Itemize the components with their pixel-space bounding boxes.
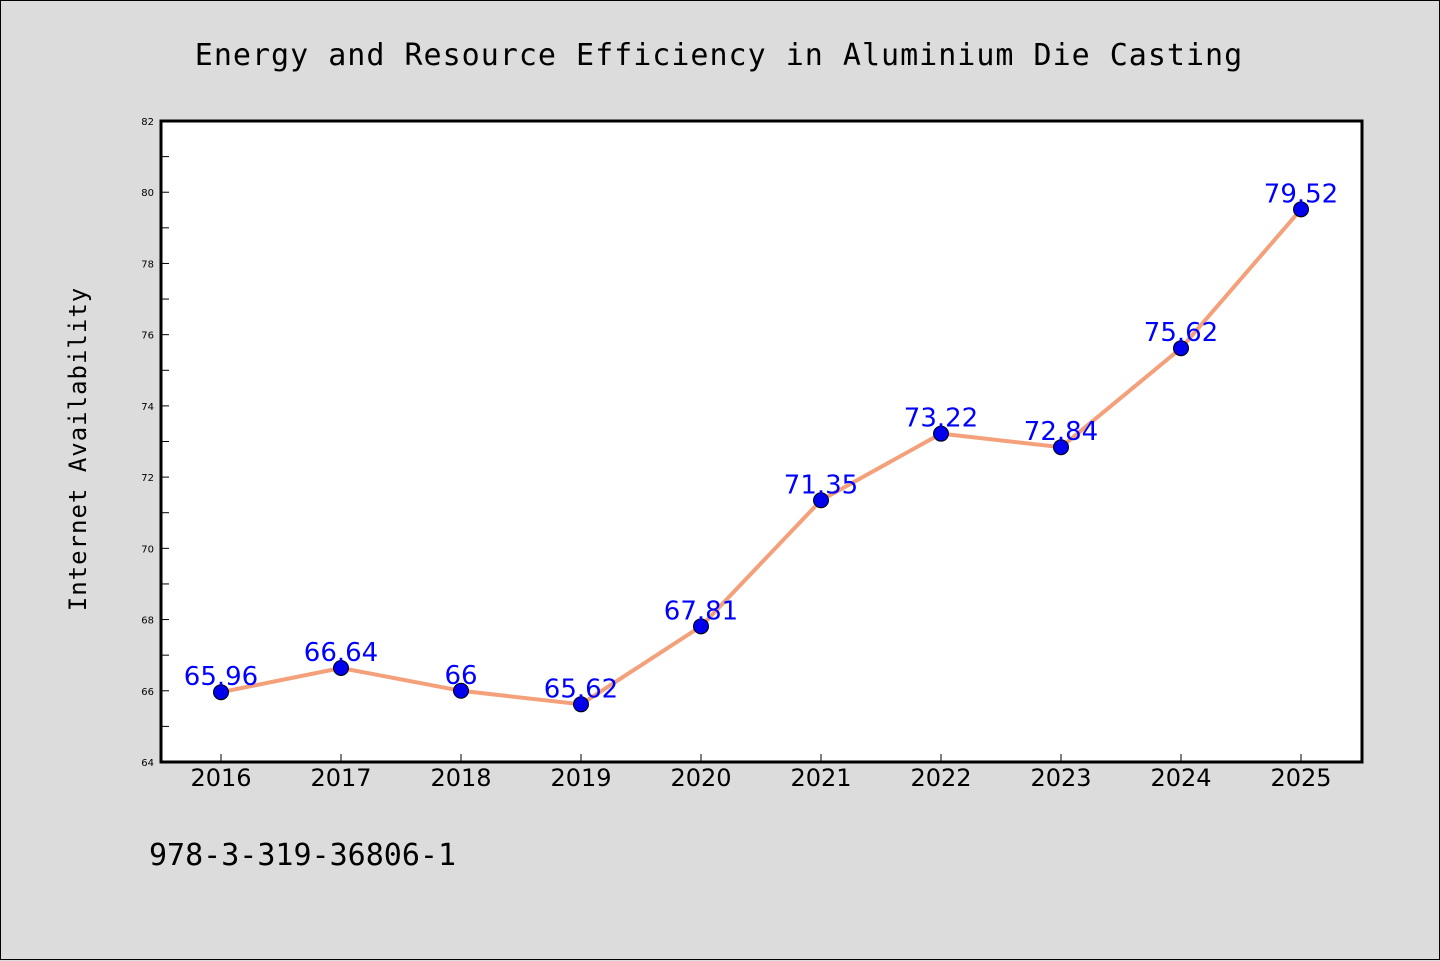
x-tick-label: 2023	[1030, 764, 1091, 792]
data-label: 75.62	[1144, 318, 1218, 348]
y-tick-label: 72	[141, 473, 154, 484]
data-label: 71.35	[784, 470, 858, 500]
data-label: 66.64	[304, 638, 378, 668]
x-tick-label: 2017	[310, 764, 371, 792]
y-tick-label: 80	[141, 188, 154, 199]
y-tick-label: 70	[141, 544, 154, 555]
x-tick-label: 2025	[1270, 764, 1331, 792]
data-point	[453, 682, 469, 699]
x-tick-label: 2021	[790, 764, 851, 792]
data-point	[573, 696, 589, 713]
data-point	[813, 492, 829, 509]
data-label: 65.62	[544, 674, 618, 704]
y-axis: 64 66 68 70 72 74 76 78 80 82	[141, 117, 169, 769]
y-tick-label: 68	[141, 616, 154, 627]
data-label: 79.52	[1264, 179, 1338, 209]
data-point	[1053, 439, 1069, 456]
data-labels: 65.96 66.64 66 65.62 67.81 71.35 73.22 72.84 75.…	[184, 179, 1338, 704]
y-tick-label: 82	[141, 117, 154, 128]
data-point	[213, 684, 229, 701]
data-label: 66	[444, 661, 477, 691]
x-tick-label: 2024	[1150, 764, 1211, 792]
data-label: 73.22	[904, 404, 978, 434]
plot-area	[159, 119, 1364, 764]
x-tick-label: 2016	[190, 764, 251, 792]
x-axis: 2016 2017 2018 2019 2020 2021 2022 2023 2024 2025	[190, 754, 1332, 792]
data-point	[333, 659, 349, 676]
data-label: 67.81	[664, 596, 738, 626]
data-label: 72.84	[1024, 417, 1098, 447]
y-tick-label: 66	[141, 687, 154, 698]
chart-title: Energy and Resource Efficiency in Alumin…	[195, 38, 1243, 73]
isbn-footer: 978-3-319-36806-1	[149, 838, 456, 873]
y-tick-label: 64	[141, 758, 154, 769]
x-tick-label: 2020	[670, 764, 731, 792]
y-tick-label: 74	[141, 402, 154, 413]
y-axis-label: Internet Availability	[64, 287, 92, 611]
data-point	[1173, 340, 1189, 357]
x-tick-label: 2018	[430, 764, 491, 792]
data-point	[933, 425, 949, 442]
series-layer	[213, 201, 1309, 713]
data-point	[693, 618, 709, 635]
data-point	[1293, 201, 1309, 218]
data-label: 65.96	[184, 662, 258, 692]
y-tick-label: 76	[141, 331, 154, 342]
series-line	[219, 207, 1303, 707]
x-tick-label: 2022	[910, 764, 971, 792]
y-tick-label: 78	[141, 259, 154, 270]
x-tick-label: 2019	[550, 764, 611, 792]
